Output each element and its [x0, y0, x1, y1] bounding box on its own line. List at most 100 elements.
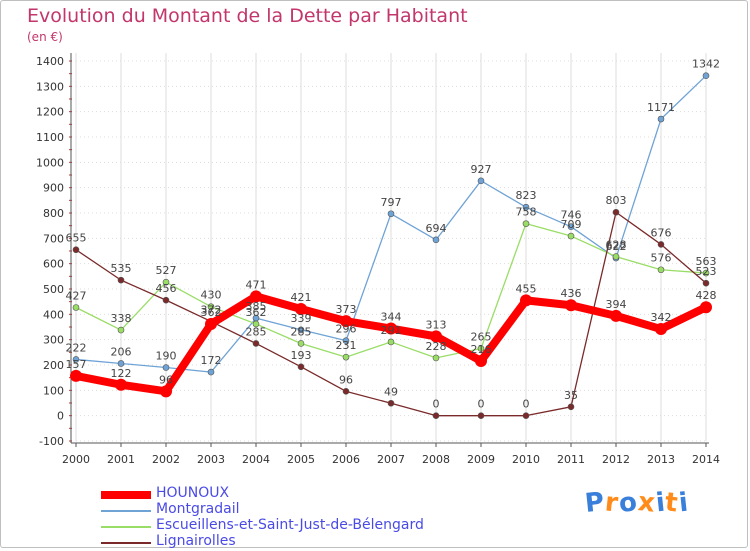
x-tick-label: 2006	[332, 453, 360, 466]
data-label: 216	[471, 343, 492, 356]
x-tick-label: 2000	[62, 453, 90, 466]
chart-title: Evolution du Montant de la Dette par Hab…	[27, 5, 468, 27]
data-point	[655, 323, 667, 336]
data-label: 456	[156, 282, 177, 295]
data-label: 1171	[647, 101, 675, 114]
data-point	[387, 210, 395, 218]
data-point	[297, 340, 305, 347]
data-point	[160, 385, 172, 398]
data-point	[162, 278, 170, 286]
legend-swatch-hounoux	[101, 491, 151, 499]
data-label: 527	[156, 264, 177, 277]
data-point	[207, 368, 215, 376]
legend-label-hounoux: HOUNOUX	[156, 485, 230, 501]
data-label: 628	[606, 239, 627, 252]
data-label: 0	[433, 398, 440, 411]
data-point	[342, 353, 350, 361]
y-tick-label: 300	[43, 334, 64, 347]
x-tick-label: 2010	[512, 453, 540, 466]
data-label: 394	[606, 298, 627, 311]
data-point	[610, 309, 622, 322]
y-tick-label: 700	[43, 232, 64, 245]
data-label: 455	[516, 282, 537, 295]
data-label: 0	[523, 398, 530, 411]
data-point	[252, 320, 260, 328]
y-tick-label: 600	[43, 258, 64, 271]
x-tick-label: 2013	[647, 453, 675, 466]
data-label: 362	[246, 306, 267, 319]
data-label: 96	[339, 373, 353, 386]
data-label: 1342	[692, 58, 720, 71]
data-label: 296	[336, 323, 357, 336]
data-label: 344	[381, 311, 402, 324]
data-label: 231	[336, 339, 357, 352]
y-tick-label: 900	[43, 182, 64, 195]
data-label: 313	[426, 318, 447, 331]
legend-label-montgradail: Montgradail	[156, 501, 240, 517]
data-label: 222	[66, 341, 87, 354]
data-point	[432, 236, 440, 244]
x-tick-label: 2003	[197, 453, 225, 466]
data-point	[657, 266, 665, 274]
chart-subtitle: (en €)	[27, 30, 63, 44]
x-tick-label: 2001	[107, 453, 135, 466]
data-point	[432, 354, 440, 362]
data-point	[297, 363, 305, 371]
data-label: 291	[381, 324, 402, 337]
y-tick-label: 800	[43, 207, 64, 220]
data-point	[162, 296, 170, 304]
x-tick-label: 2012	[602, 453, 630, 466]
legend-swatch-montgradail	[101, 510, 151, 512]
data-point	[385, 322, 397, 335]
data-label: 436	[561, 287, 582, 300]
legend-label-escueillens: Escueillens-et-Saint-Just-de-Bélengard	[156, 517, 424, 533]
data-point	[702, 269, 710, 277]
data-label: 339	[291, 312, 312, 325]
data-label: 823	[516, 189, 537, 202]
data-point	[162, 364, 170, 371]
x-tick-label: 2011	[557, 453, 585, 466]
x-tick-label: 2005	[287, 453, 315, 466]
legend-swatch-lignairolles	[101, 542, 151, 544]
data-label: 206	[111, 345, 132, 358]
data-label: 746	[561, 209, 582, 222]
data-point	[477, 177, 485, 185]
data-point	[522, 412, 530, 419]
data-point	[342, 337, 350, 344]
data-point	[522, 203, 530, 211]
y-tick-label: 1300	[36, 80, 64, 93]
data-point	[612, 253, 620, 260]
data-point	[522, 220, 530, 227]
data-label: 285	[291, 325, 312, 338]
data-point	[387, 399, 395, 407]
data-label: 96	[159, 373, 173, 386]
data-point	[477, 412, 485, 419]
data-label: 157	[66, 358, 87, 371]
data-point	[72, 356, 80, 363]
data-point	[342, 388, 350, 395]
y-tick-label: 200	[43, 359, 64, 372]
data-label: 372	[201, 303, 222, 316]
y-tick-label: 1400	[36, 55, 64, 68]
data-point	[72, 304, 80, 311]
data-label: 35	[564, 389, 578, 402]
data-label: 122	[111, 367, 132, 380]
data-point	[702, 72, 710, 79]
data-point	[252, 340, 260, 347]
data-point	[520, 294, 532, 307]
data-point	[567, 232, 575, 240]
data-point	[700, 301, 712, 314]
data-label: 927	[471, 163, 492, 176]
data-label: 576	[651, 252, 672, 265]
data-label: 694	[426, 222, 447, 235]
data-label: 421	[291, 291, 312, 304]
y-tick-label: 500	[43, 283, 64, 296]
data-label: 427	[66, 289, 87, 302]
data-label: 338	[111, 312, 132, 325]
data-label: 0	[478, 398, 485, 411]
data-point	[430, 330, 442, 343]
data-point	[115, 378, 127, 391]
x-tick-label: 2014	[692, 453, 720, 466]
x-tick-label: 2007	[377, 453, 405, 466]
data-point	[567, 223, 575, 230]
